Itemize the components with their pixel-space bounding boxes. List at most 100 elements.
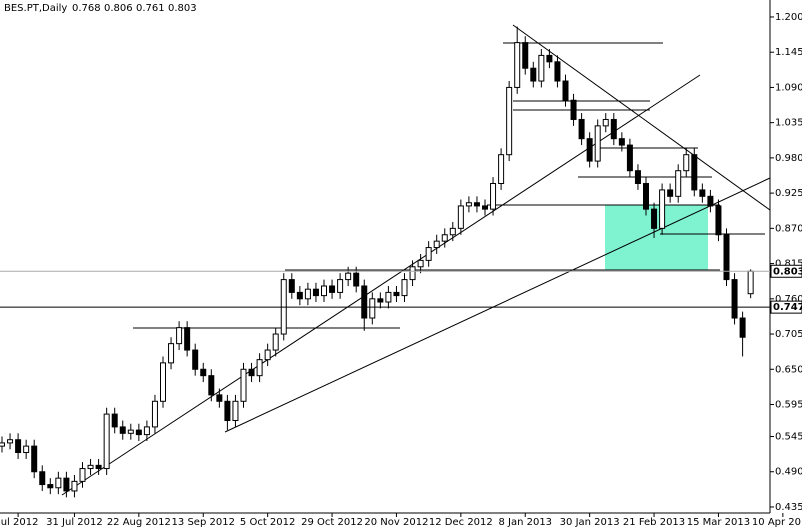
candle-body (79, 468, 86, 482)
y-tick-label: 0.705 (775, 329, 802, 340)
y-tick-label: 1.145 (775, 47, 802, 58)
candle-body (747, 270, 754, 295)
candle-body (127, 429, 134, 434)
candle-body (143, 426, 150, 436)
candle-body (321, 285, 327, 297)
candle-body (425, 247, 432, 261)
candle-body (272, 333, 279, 351)
candle-body (626, 144, 633, 172)
candle-body (377, 298, 384, 303)
candle-body (248, 368, 255, 377)
candle-body (739, 317, 746, 338)
candle-body (369, 298, 376, 319)
x-tick-label: 30 Jan 2013 (560, 517, 620, 527)
price-line-box (770, 264, 802, 278)
candle-body (361, 285, 368, 319)
candle-body (216, 394, 223, 402)
candle-body (699, 189, 706, 197)
candle-body (401, 279, 408, 297)
candle-body (224, 400, 231, 422)
candle-body (232, 400, 239, 422)
candle-body (465, 202, 472, 207)
candle-body (151, 400, 158, 428)
x-tick-label: 22 Aug 2012 (107, 517, 171, 527)
ohlc-high: 0.806 (104, 3, 133, 14)
candle-body (288, 279, 295, 293)
y-tick-label: 1.035 (775, 118, 802, 129)
candle-body (707, 195, 714, 207)
candle-body (490, 183, 497, 210)
y-tick-label: 0.980 (775, 153, 802, 164)
candle-body (731, 279, 738, 319)
x-tick-label: 13 Sep 2012 (172, 517, 235, 527)
candle-body (715, 205, 722, 236)
candle-body (586, 138, 593, 162)
candle-body (691, 154, 698, 191)
candle-body (71, 480, 78, 492)
level-line-label: 0.747 (773, 302, 802, 313)
price-line-label: 0.803 (773, 266, 802, 277)
candle-body (546, 54, 553, 63)
candle-body (200, 368, 207, 377)
candle-body (578, 118, 585, 140)
candle-body (55, 477, 62, 489)
candle-body (256, 359, 263, 377)
candle-body (538, 54, 545, 82)
x-tick-label: 21 Feb 2013 (623, 517, 685, 527)
candle-body (296, 291, 303, 300)
candle-body (208, 375, 215, 396)
candle-body (15, 439, 22, 454)
candle-body (683, 154, 690, 172)
y-tick-label: 0.650 (775, 364, 802, 375)
candle-body (393, 291, 400, 297)
candle-body (602, 118, 609, 127)
candle-body (610, 118, 617, 140)
candle-body (643, 183, 649, 210)
level-line-box (770, 300, 802, 314)
candle-body (618, 138, 625, 146)
candle-body (409, 266, 416, 281)
candle-body (7, 439, 14, 444)
candle-body (0, 442, 5, 447)
x-tick-label: 5 Oct 2012 (240, 517, 295, 527)
x-tick-label: 10 Apr 2013 (752, 517, 802, 527)
candle-body (385, 291, 392, 303)
candle-body (184, 327, 191, 351)
candle-body (23, 445, 30, 454)
x-tick-label: Jul 2012 (0, 517, 38, 527)
candle-body (192, 349, 199, 370)
ohlc-low: 0.761 (136, 3, 165, 14)
y-tick-label: 1.090 (775, 82, 802, 93)
drawings (61, 24, 771, 496)
candle-body (522, 42, 529, 69)
y-tick-label: 1.200 (775, 12, 802, 23)
chart-title: BES.PT,Daily (4, 3, 67, 14)
candle-body (506, 86, 513, 156)
x-tick-label: 29 Oct 2012 (301, 517, 363, 527)
y-tick-label: 0.815 (775, 259, 802, 270)
candle-body (570, 99, 577, 120)
y-tick-label: 0.435 (775, 502, 802, 513)
candle-body (176, 327, 183, 345)
candle-body (353, 272, 360, 287)
y-tick-label: 0.925 (775, 188, 802, 199)
candle-body (304, 288, 311, 300)
candle-body (39, 471, 46, 486)
candle-body (95, 464, 102, 470)
ohlc-close: 0.803 (168, 3, 197, 14)
candle-body (103, 413, 110, 470)
candle-body (87, 464, 94, 470)
candle-body (329, 285, 336, 293)
candle-body (482, 205, 488, 210)
candle-body (449, 227, 456, 236)
candle-body (530, 67, 537, 82)
candle-body (554, 61, 561, 82)
candle-body (160, 362, 166, 402)
ohlc-open: 0.768 (72, 3, 101, 14)
x-tick-label: 8 Jan 2013 (498, 517, 552, 527)
candle-body (135, 429, 142, 436)
candle-body (562, 80, 569, 101)
trendline (224, 177, 771, 433)
candle-body (47, 484, 54, 489)
